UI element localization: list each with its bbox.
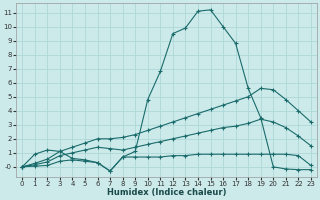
X-axis label: Humidex (Indice chaleur): Humidex (Indice chaleur) [107, 188, 226, 197]
